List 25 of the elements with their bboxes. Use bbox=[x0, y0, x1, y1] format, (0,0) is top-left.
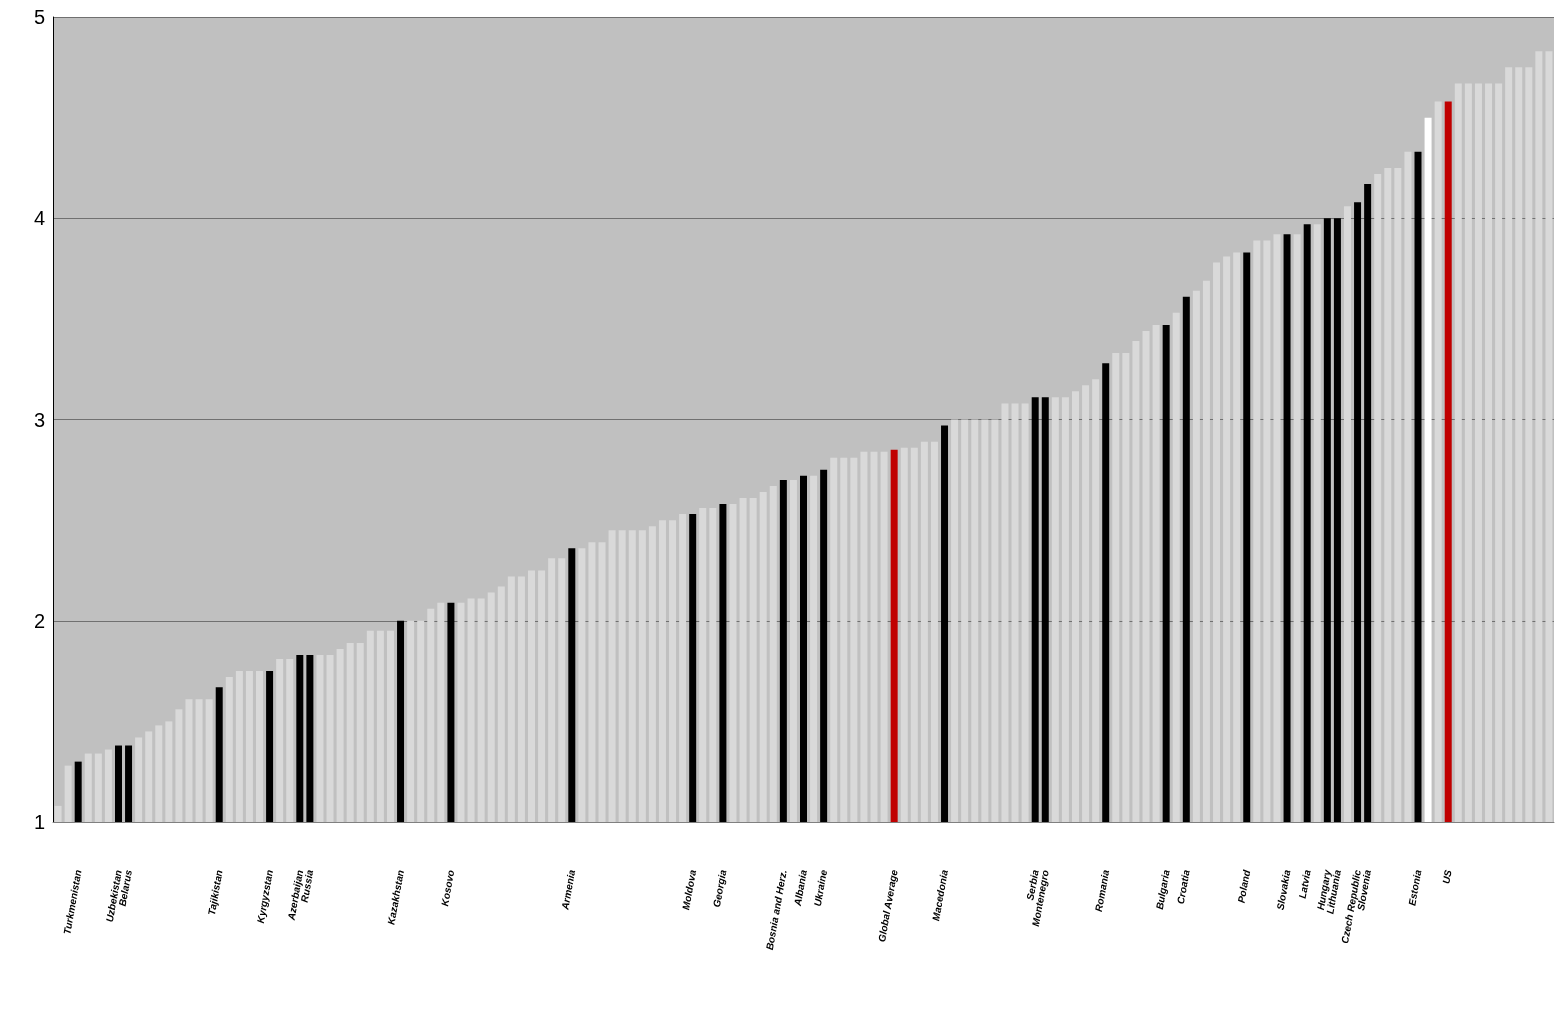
x-tick-label: Kyrgyzstan bbox=[254, 869, 275, 925]
x-tick-label: Kosovo bbox=[439, 869, 457, 908]
x-tick-label: Latvia bbox=[1296, 868, 1313, 900]
y-tick-label: 4 bbox=[33, 207, 45, 230]
x-tick-label: Georgia bbox=[710, 868, 729, 909]
x-tick-label: Ukraine bbox=[811, 868, 830, 908]
x-tick-label: Bulgaria bbox=[1153, 868, 1172, 911]
x-tick-label: Slovakia bbox=[1274, 868, 1293, 911]
x-tick-label: Romania bbox=[1092, 868, 1112, 913]
x-tick-label: Armenia bbox=[559, 868, 578, 912]
x-tick-label: Croatia bbox=[1174, 868, 1192, 905]
x-tick-label: Moldova bbox=[680, 868, 699, 911]
x-tick-label: Bosnia and Herz. bbox=[763, 869, 789, 951]
y-tick-label: 3 bbox=[33, 408, 45, 431]
y-tick-label: 1 bbox=[33, 811, 45, 833]
x-tick-label: US bbox=[1440, 868, 1454, 885]
x-tick-label: Global Average bbox=[876, 868, 900, 943]
x-tick-label: Poland bbox=[1235, 868, 1253, 904]
x-tick-label: Macedonia bbox=[930, 868, 951, 922]
x-tick-label: Estonia bbox=[1406, 868, 1424, 907]
x-tick-label: Albania bbox=[791, 868, 809, 908]
y-tick-label: 5 bbox=[33, 6, 45, 28]
x-tick-label: Tajikistan bbox=[205, 869, 225, 917]
y-tick-label: 2 bbox=[33, 609, 45, 632]
x-tick-label: Kazakhstan bbox=[385, 869, 406, 926]
